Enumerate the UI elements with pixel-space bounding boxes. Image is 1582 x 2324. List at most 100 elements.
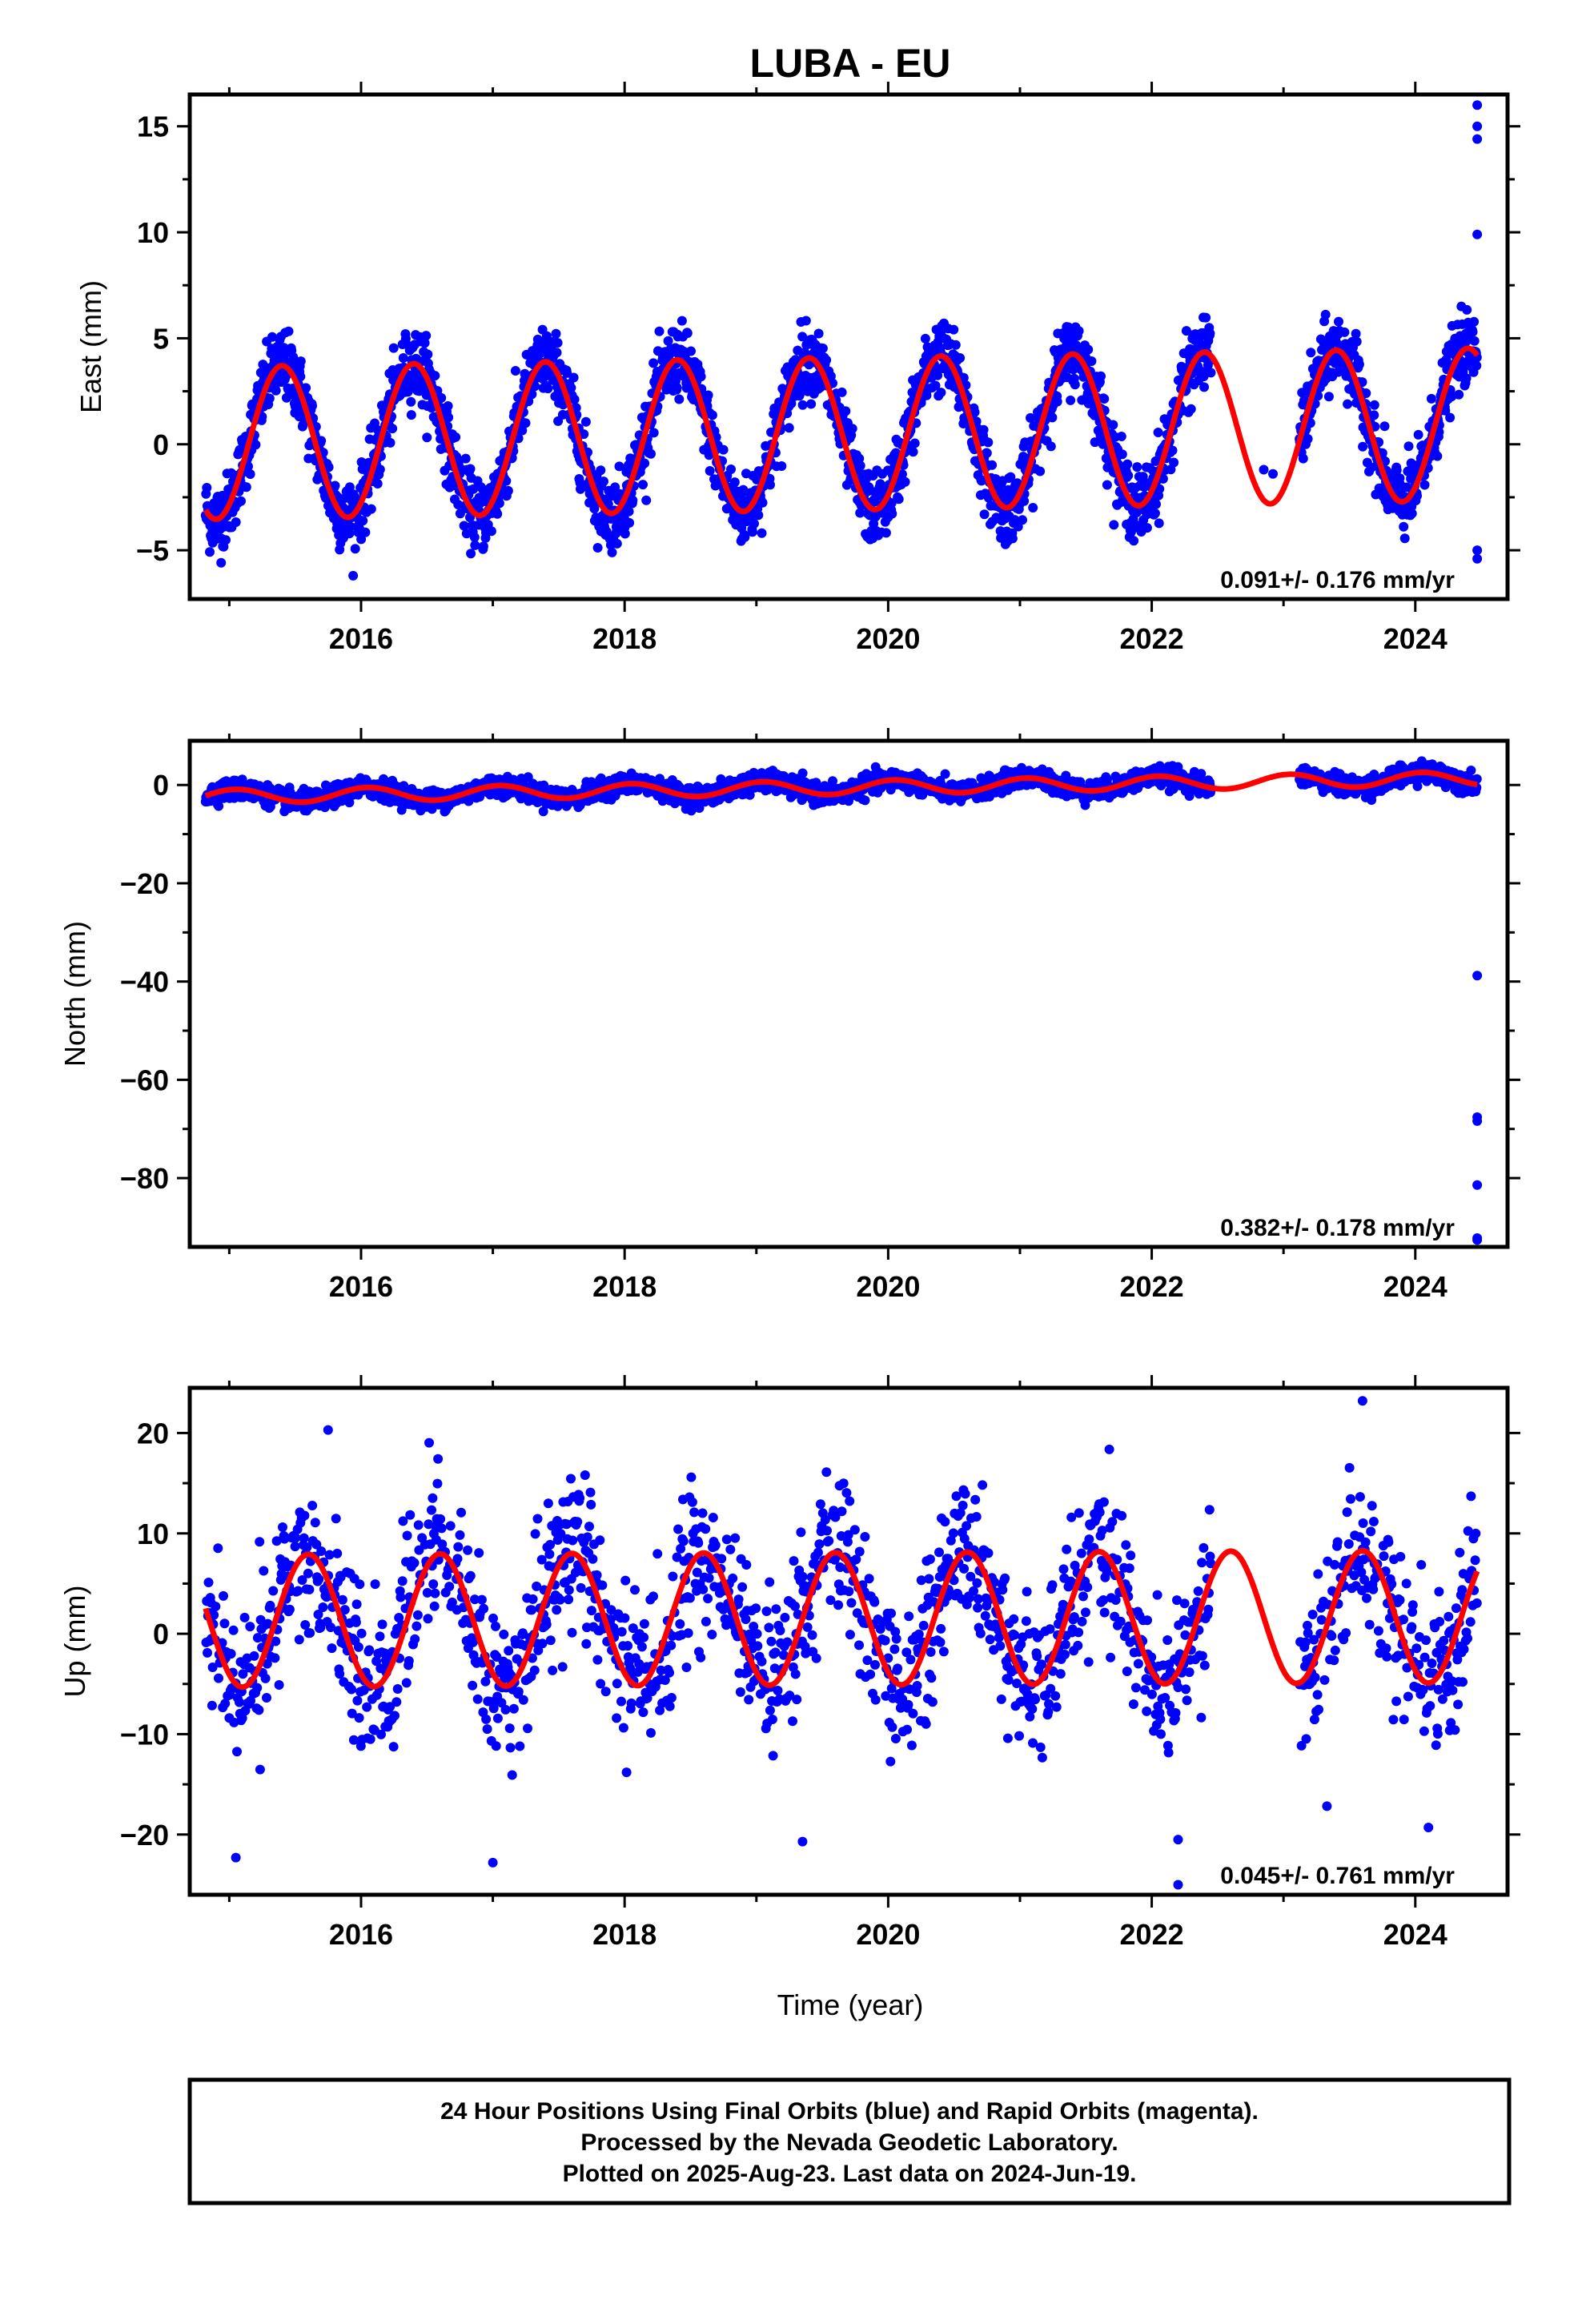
east-data-point [569, 394, 580, 404]
east-data-point [329, 511, 339, 521]
east-data-point [614, 461, 624, 472]
east-data-point [936, 388, 946, 398]
east-data-point [1472, 360, 1482, 371]
east-data-point [388, 343, 399, 353]
east-data-point [641, 495, 652, 505]
east-data-point [1116, 432, 1126, 441]
east-data-point [1129, 536, 1139, 546]
east-data-point [983, 437, 994, 448]
east-data-point [422, 432, 432, 443]
east-data-point [1102, 480, 1112, 490]
east-data-point [1413, 429, 1423, 440]
east-data-point [1167, 445, 1178, 456]
east-data-point [1066, 395, 1076, 405]
east-data-point [1445, 412, 1456, 423]
east-data-point [1426, 393, 1436, 404]
east-data-point [1323, 392, 1334, 402]
east-outlier-point [1472, 121, 1483, 131]
east-data-point [1142, 523, 1152, 533]
east-data-point [443, 401, 453, 411]
east-data-point [797, 332, 808, 342]
east-data-point [1379, 421, 1390, 432]
east-data-point [486, 526, 496, 537]
east-data-point [1158, 473, 1168, 484]
east-data-point [568, 372, 579, 383]
east-outlier-point [1472, 229, 1483, 239]
east-data-point [231, 517, 241, 527]
east-data-point [323, 462, 334, 472]
east-data-point [1358, 441, 1368, 452]
east-data-point [251, 440, 261, 450]
east-data-point [1399, 521, 1409, 532]
east-data-point [1083, 344, 1094, 355]
east-data-point [1447, 392, 1457, 402]
east-data-point [241, 482, 251, 493]
east-data-point [552, 338, 563, 348]
east-data-point [1046, 441, 1056, 452]
east-data-point [1109, 520, 1119, 530]
east-data-point [777, 461, 787, 471]
east-data-point [1047, 412, 1058, 423]
east-data-point [801, 316, 811, 326]
east-data-point [987, 460, 998, 470]
east-data-point [580, 416, 591, 427]
east-data-point [837, 387, 847, 397]
east-data-point [503, 485, 513, 496]
east-data-point [455, 509, 465, 519]
east-data-point [601, 526, 612, 537]
east-data-point [909, 438, 920, 448]
east-data-point [654, 326, 665, 336]
east-data-point [345, 521, 355, 532]
east-data-point [444, 412, 454, 423]
east-data-point [1019, 496, 1030, 506]
east-data-point [806, 399, 817, 409]
east-data-point [638, 480, 648, 490]
east-rate-label: 0.091+/- 0.176 mm/yr [1220, 567, 1455, 593]
east-data-point [372, 479, 383, 489]
east-data-point [887, 509, 897, 519]
east-data-point [1083, 398, 1094, 408]
east-data-point [607, 547, 617, 557]
east-data-point [492, 509, 503, 519]
east-data-point [1063, 322, 1074, 332]
east-data-point [494, 498, 504, 509]
east-data-point [469, 532, 480, 542]
east-data-point [847, 424, 857, 434]
north-data-point [344, 798, 355, 808]
east-data-point [566, 383, 576, 393]
east-data-point [1006, 472, 1016, 482]
east-data-point [1090, 437, 1100, 448]
east-data-point [1122, 459, 1133, 469]
east-data-point [628, 495, 638, 505]
east-data-point [1320, 309, 1331, 320]
east-fit-line [203, 345, 1480, 522]
east-data-point [264, 393, 275, 404]
east-data-point [747, 527, 757, 537]
east-data-point [205, 547, 215, 557]
chart-title: LUBA - EU [750, 41, 951, 86]
east-data-point [1407, 509, 1417, 519]
east-data-point [1117, 449, 1127, 460]
east-data-point [216, 557, 227, 568]
east-data-point [420, 338, 430, 348]
east-data-point [813, 328, 824, 339]
east-data-point [881, 528, 891, 538]
east-data-point [821, 355, 832, 365]
east-data-point [933, 370, 943, 380]
east-y-tick-label: 10 [137, 216, 169, 249]
east-data-point [1343, 399, 1353, 409]
east-data-point [784, 423, 794, 433]
east-plot-frame [187, 92, 1510, 601]
east-data-point [1334, 316, 1343, 327]
east-data-point [920, 333, 930, 344]
east-data-point [624, 517, 635, 528]
east-data-point [682, 328, 693, 338]
east-data-point [1035, 466, 1046, 476]
east-data-point [908, 447, 918, 457]
east-data-point [344, 482, 355, 493]
east-x-tick-label: 2018 [592, 622, 656, 655]
east-data-point [612, 538, 622, 549]
east-data-point [1339, 327, 1350, 337]
east-outlier-point [1472, 545, 1483, 556]
east-data-point [950, 340, 961, 350]
